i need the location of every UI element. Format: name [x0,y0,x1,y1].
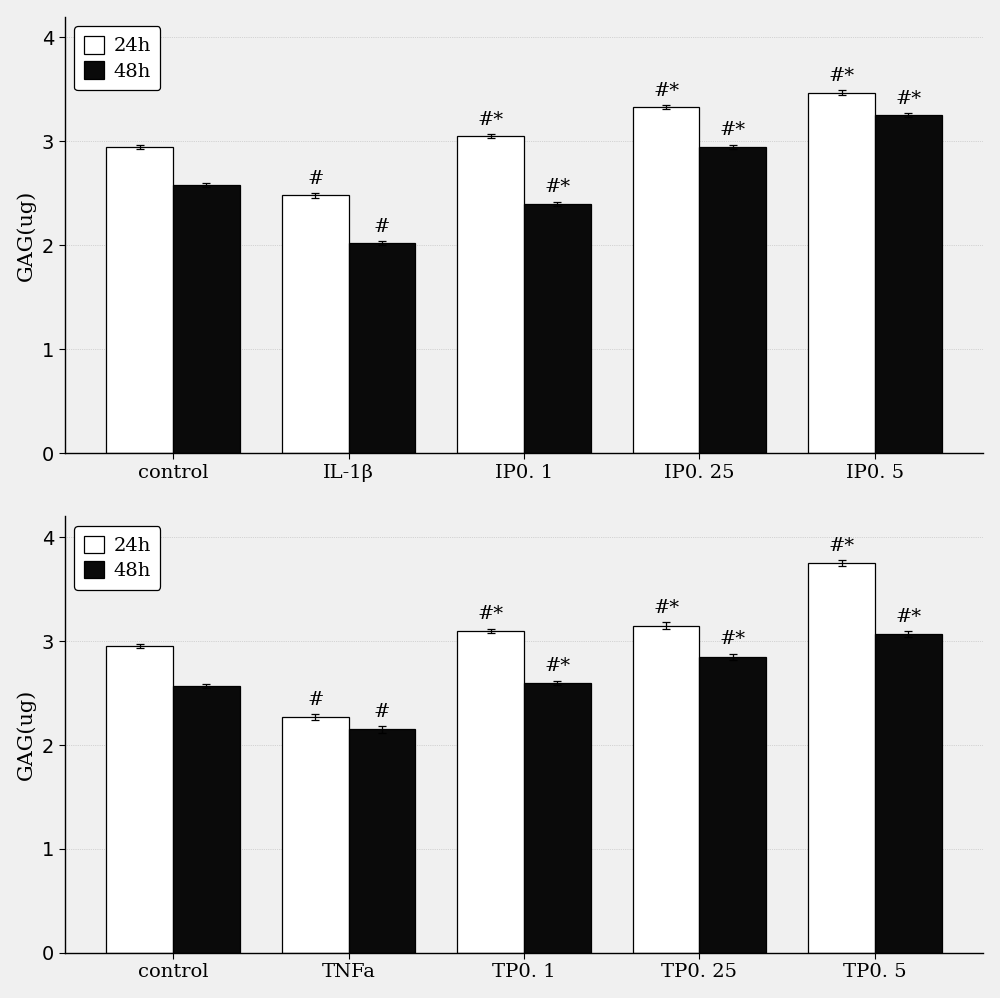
Text: #*: #* [829,67,855,85]
Text: #*: #* [544,658,570,676]
Legend: 24h, 48h: 24h, 48h [74,26,160,91]
Bar [173,686,240,953]
Text: #*: #* [720,122,746,140]
Bar [349,730,415,953]
Y-axis label: GAG(ug): GAG(ug) [17,689,36,780]
Bar [808,563,875,953]
Text: #*: #* [653,599,679,617]
Bar [282,196,349,453]
Bar [349,244,415,453]
Text: #: # [374,704,390,722]
Bar [633,107,699,453]
Y-axis label: GAG(ug): GAG(ug) [17,190,36,280]
Text: #*: #* [478,606,504,624]
Bar [524,204,591,453]
Bar [633,626,699,953]
Text: #: # [374,218,390,236]
Bar [457,631,524,953]
Text: #: # [307,691,323,709]
Text: #*: #* [895,608,921,626]
Bar [282,717,349,953]
Bar [875,116,942,453]
Bar [875,634,942,953]
Bar [173,185,240,453]
Bar [808,93,875,453]
Bar [699,147,766,453]
Bar [106,647,173,953]
Text: #*: #* [720,631,746,649]
Text: #*: #* [544,179,570,197]
Text: #*: #* [829,537,855,555]
Text: #*: #* [653,82,679,100]
Bar [106,147,173,453]
Bar [457,136,524,453]
Text: #*: #* [895,90,921,108]
Bar [699,657,766,953]
Bar [524,683,591,953]
Text: #*: #* [478,111,504,129]
Legend: 24h, 48h: 24h, 48h [74,526,160,590]
Text: #: # [307,171,323,189]
